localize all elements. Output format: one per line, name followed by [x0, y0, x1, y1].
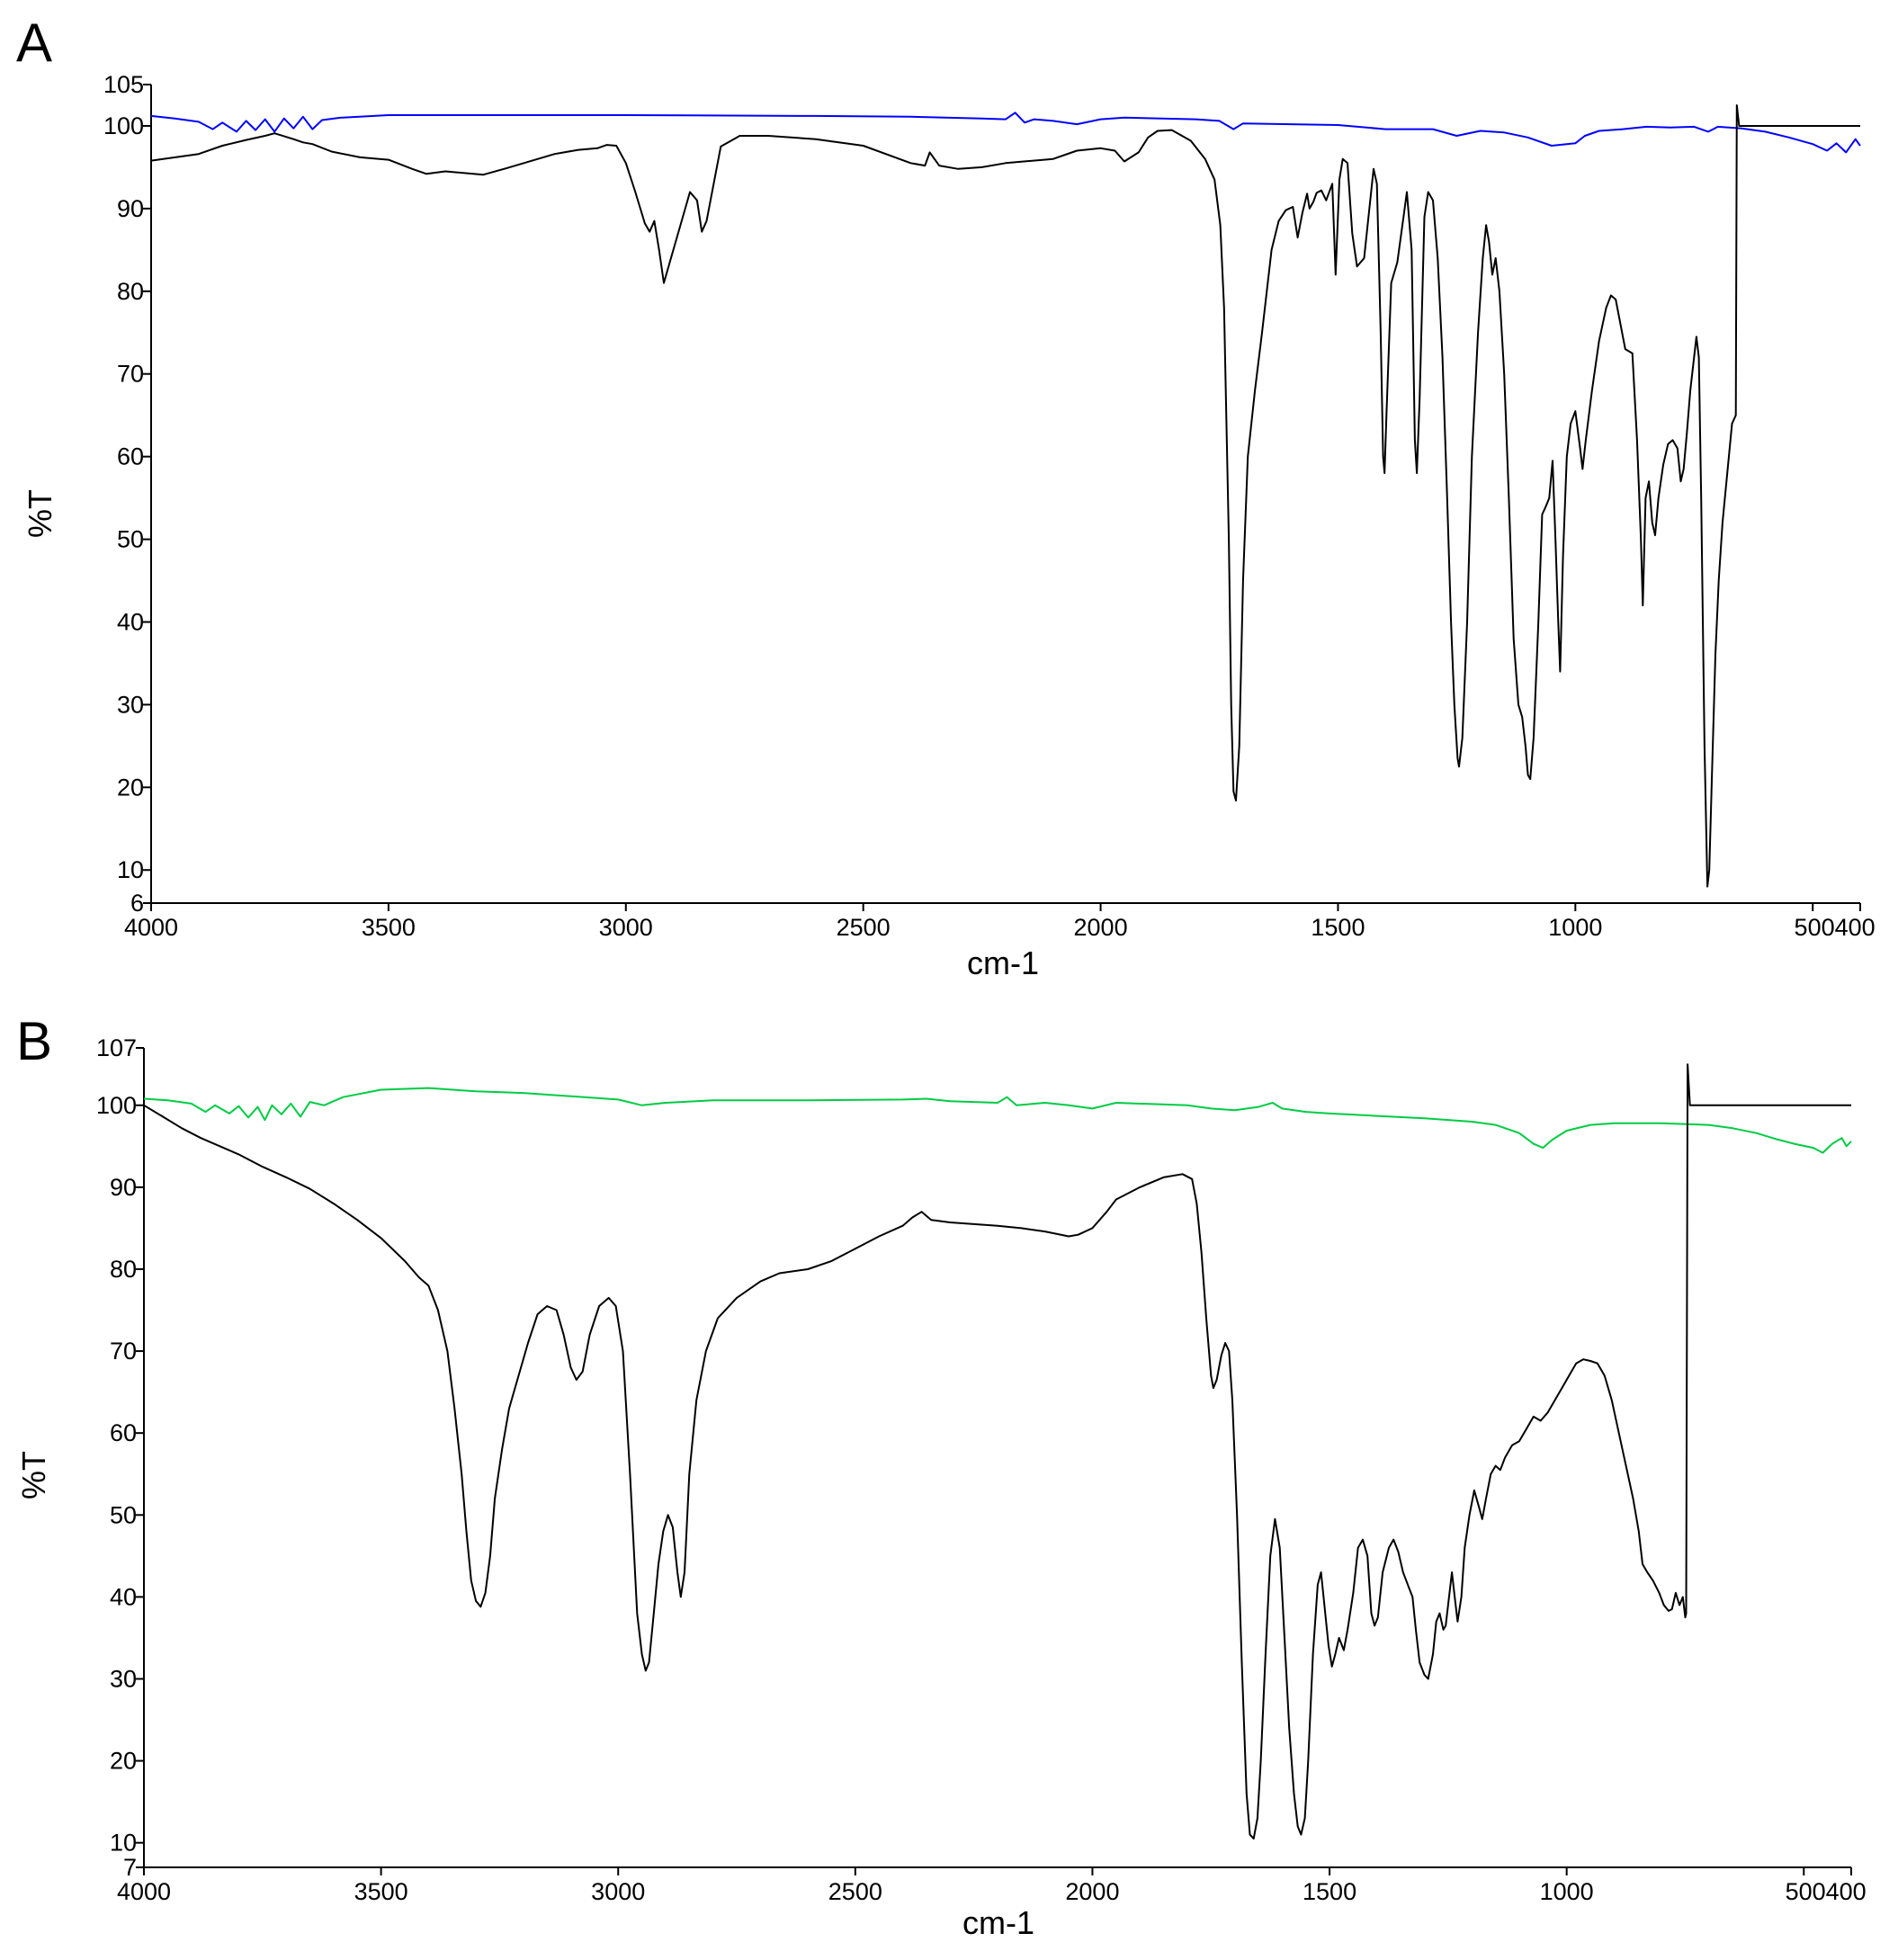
panel-a-x-tick-label: 2500	[837, 914, 891, 941]
panel-a-x-tick-label: 1000	[1548, 914, 1602, 941]
panel-b-x-tick-label: 3000	[591, 1878, 645, 1905]
panel-b-x-tick-label: 1000	[1540, 1878, 1594, 1905]
panel-b-series-line-2	[143, 1063, 1851, 1840]
panel-a-y-tick-label: 50	[117, 526, 144, 553]
panel-b-y-tick-label: 40	[110, 1583, 137, 1610]
panel-b-series-line-1	[143, 1087, 1852, 1154]
panel-b-x-tick-label: 500400	[1786, 1878, 1867, 1905]
panel-a-x-tick-label: 3000	[599, 914, 653, 941]
panel-b-y-tick-label: 100	[96, 1092, 137, 1119]
panel-a-y-tick-label: 40	[117, 608, 144, 635]
panel-a-x-tick-label: 1500	[1311, 914, 1365, 941]
panel-b-x-tick-label: 1500	[1303, 1878, 1356, 1905]
panel-a-y-tick-label: 100	[103, 112, 144, 139]
panel-a-x-tick-label: 4000	[124, 914, 178, 941]
panel-a-y-tick-label: 30	[117, 691, 144, 718]
panel-a-series-line-2	[150, 104, 1860, 888]
panel-b-x-tick-label: 4000	[117, 1878, 171, 1905]
panel-b-y-tick-label: 70	[110, 1338, 137, 1365]
panel-a-x-tick-label: 500400	[1795, 914, 1876, 941]
panel-b-x-tick-label: 2500	[828, 1878, 882, 1905]
panel-a-label: A	[16, 13, 52, 73]
panel-b: B 710 20 30 40 50 60 70 80 90 100 107 4000 3500 3000 2…	[15, 1011, 1867, 1941]
panel-b-y-tick-label: 30	[110, 1665, 137, 1692]
panel-a-y-tick-label: 6	[130, 890, 144, 917]
panel-a-y-tick-label: 105	[103, 71, 144, 98]
panel-b-y-tick-label: 7	[123, 1854, 137, 1881]
panel-b-y-tick-label: 20	[110, 1748, 137, 1775]
panel-a-y-tick-label: 60	[117, 443, 144, 470]
panel-a-x-tick-label: 2000	[1074, 914, 1128, 941]
panel-b-y-tick-label: 10	[110, 1830, 137, 1857]
panel-a-y-tick-label: 90	[117, 195, 144, 222]
panel-b-y-tick-label: 50	[110, 1501, 137, 1528]
panel-b-y-tick-label: 60	[110, 1419, 137, 1446]
panel-a-y-tick-label: 80	[117, 278, 144, 305]
panel-b-y-tick-label: 90	[110, 1174, 137, 1201]
panel-a: A 6 10 20 30 40 50 60 70 80 90 100 105 4000 3500 3000 2…	[16, 13, 1876, 981]
panel-a-y-axis-label: %T	[22, 489, 58, 538]
panel-b-y-tick-label: 107	[96, 1034, 137, 1061]
panel-a-series-line-1	[150, 112, 1861, 154]
panel-a-y-tick-label: 70	[117, 361, 144, 388]
panel-b-y-tick-label: 80	[110, 1256, 137, 1283]
panel-a-y-tick-label: 10	[117, 856, 144, 883]
panel-b-plot-area: 710 20 30 40 50 60 70 80 90 100 107 4000 3500 3000 250…	[96, 1034, 1867, 1905]
panel-b-label: B	[16, 1011, 52, 1071]
panel-b-y-axis-label: %T	[15, 1451, 52, 1499]
panel-b-x-axis-label: cm-1	[962, 1904, 1034, 1941]
panel-a-plot-area: 6 10 20 30 40 50 60 70 80 90 100 105 4000 3500 3000 250…	[103, 71, 1876, 941]
panel-a-y-tick-label: 20	[117, 774, 144, 801]
panel-a-x-tick-label: 3500	[362, 914, 416, 941]
panel-b-x-tick-label: 3500	[354, 1878, 408, 1905]
panel-b-x-tick-label: 2000	[1065, 1878, 1119, 1905]
panel-a-x-axis-label: cm-1	[967, 944, 1039, 981]
